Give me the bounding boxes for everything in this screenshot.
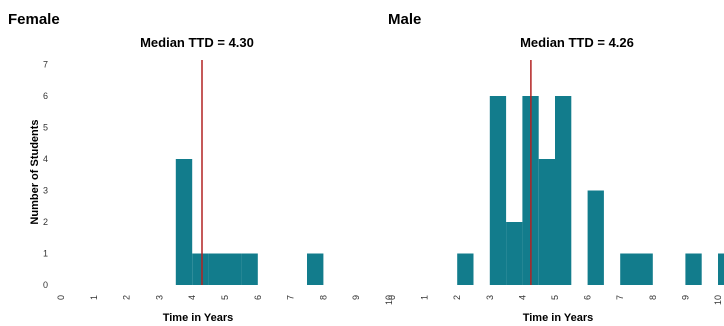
female-bar-0 — [175, 159, 193, 285]
female-bar-3 — [225, 253, 242, 285]
female-panel-label: Female — [8, 11, 60, 28]
female-median-title: Median TTD = 4.30 — [140, 35, 254, 50]
male-x-tick-5: 5 — [550, 295, 560, 300]
female-x-tick-5: 5 — [220, 295, 230, 300]
y-axis-label: Number of Students — [29, 119, 41, 224]
male-x-tick-1: 1 — [420, 295, 430, 300]
female-bar-4 — [241, 253, 258, 285]
female-x-tick-8: 8 — [318, 295, 328, 300]
female-y-tick-2: 2 — [43, 217, 48, 227]
female-x-axis-label: Time in Years — [163, 312, 234, 324]
male-x-tick-3: 3 — [485, 295, 495, 300]
male-bar-4 — [538, 159, 555, 285]
female-y-tick-6: 6 — [43, 91, 48, 101]
female-x-tick-3: 3 — [154, 295, 164, 300]
male-bar-8 — [636, 253, 653, 285]
male-bar-9 — [685, 253, 702, 285]
male-bar-2 — [506, 222, 523, 285]
male-bar-0 — [457, 253, 474, 285]
male-bar-7 — [620, 253, 637, 285]
female-x-tick-4: 4 — [187, 295, 197, 300]
male-x-tick-7: 7 — [615, 295, 625, 300]
male-bar-6 — [587, 190, 604, 285]
female-y-tick-7: 7 — [43, 60, 48, 70]
male-median-title: Median TTD = 4.26 — [520, 35, 634, 50]
male-x-tick-6: 6 — [583, 295, 593, 300]
male-x-tick-8: 8 — [648, 295, 658, 300]
female-y-tick-3: 3 — [43, 186, 48, 196]
male-bar-10 — [718, 253, 724, 285]
male-x-tick-9: 9 — [680, 295, 690, 300]
female-x-tick-6: 6 — [253, 295, 263, 300]
female-bar-5 — [307, 253, 324, 285]
female-y-tick-0: 0 — [43, 280, 48, 290]
male-x-axis-label: Time in Years — [523, 312, 594, 324]
male-x-tick-4: 4 — [517, 295, 527, 300]
male-x-tick-2: 2 — [452, 295, 462, 300]
female-y-tick-5: 5 — [43, 123, 48, 133]
female-x-tick-9: 9 — [351, 295, 361, 300]
female-x-tick-0: 0 — [56, 295, 66, 300]
male-x-tick-0: 0 — [387, 295, 397, 300]
female-bar-1 — [192, 253, 209, 285]
female-x-tick-1: 1 — [89, 295, 99, 300]
male-plot-area: 0 1 2 3 4 5 6 7 8 9 10 — [387, 60, 724, 305]
male-bar-1 — [489, 96, 507, 285]
female-y-tick-1: 1 — [43, 249, 48, 259]
male-x-tick-10: 10 — [713, 295, 723, 305]
female-x-tick-7: 7 — [286, 295, 296, 300]
female-x-tick-10: 10 — [384, 295, 394, 305]
female-y-tick-4: 4 — [43, 154, 48, 164]
male-panel-label: Male — [388, 11, 421, 28]
male-bar-5 — [555, 96, 572, 285]
female-bar-2 — [208, 253, 225, 285]
female-x-tick-2: 2 — [122, 295, 132, 300]
